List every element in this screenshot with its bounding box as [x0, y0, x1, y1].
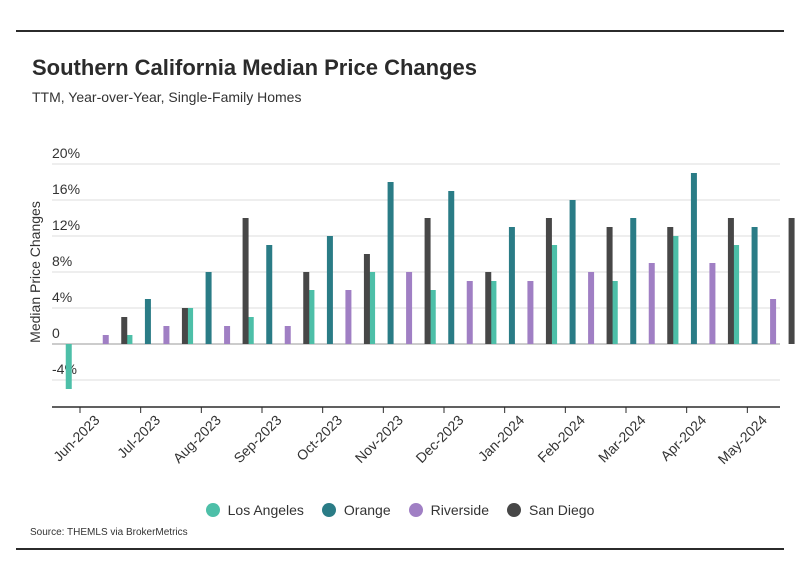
legend-item: Orange	[321, 502, 391, 518]
bar	[163, 326, 170, 344]
chart-subtitle: TTM, Year-over-Year, Single-Family Homes	[32, 89, 302, 105]
y-tick-label: 12%	[52, 217, 80, 233]
legend-item: San Diego	[506, 502, 595, 518]
bar	[709, 263, 716, 344]
legend-item: Los Angeles	[205, 502, 304, 518]
x-tick-label: Jun-2023	[50, 412, 103, 465]
legend: Los Angeles Orange Riverside San Diego	[0, 502, 800, 518]
y-tick-label: 0	[52, 325, 60, 341]
bar	[588, 272, 595, 344]
bar	[485, 272, 492, 344]
bar	[187, 308, 194, 344]
bar	[448, 191, 455, 344]
bar	[266, 245, 273, 344]
bar	[387, 182, 394, 344]
x-tick-label: Dec-2023	[412, 412, 466, 466]
x-tick-label: Oct-2023	[293, 412, 345, 464]
bar	[727, 218, 734, 344]
bar	[672, 236, 679, 344]
legend-swatch	[408, 503, 423, 517]
legend-label: San Diego	[528, 502, 595, 518]
legend-swatch	[506, 503, 521, 517]
bar	[490, 281, 497, 344]
gridlines	[52, 163, 780, 381]
bar	[770, 299, 777, 344]
bar	[690, 173, 697, 344]
bar	[242, 218, 249, 344]
y-tick-label: 8%	[52, 253, 72, 269]
bar	[369, 272, 376, 344]
bar	[606, 227, 613, 344]
bars	[65, 173, 795, 389]
x-tick-label: May-2024	[715, 412, 770, 467]
y-tick-label: 16%	[52, 181, 80, 197]
bar	[181, 308, 188, 344]
y-tick-label: 4%	[52, 289, 72, 305]
bar	[508, 227, 515, 344]
bar	[247, 317, 254, 344]
chart-frame	[16, 30, 784, 550]
x-tick-label: Jul-2023	[114, 412, 163, 461]
bar	[751, 227, 758, 344]
bar	[363, 254, 370, 344]
source-note: Source: THEMLS via BrokerMetrics	[30, 527, 188, 538]
bar	[667, 227, 674, 344]
bar	[326, 236, 333, 344]
x-tick-label: Jan-2024	[475, 412, 528, 465]
bar	[121, 317, 128, 344]
legend-label: Los Angeles	[227, 502, 304, 518]
bar	[102, 335, 109, 344]
bar	[284, 326, 291, 344]
bar	[466, 281, 473, 344]
x-tick-label: Feb-2024	[534, 412, 588, 466]
x-tick-label: Sep-2023	[230, 412, 284, 466]
bar	[648, 263, 655, 344]
legend-label: Riverside	[430, 502, 489, 518]
bar	[406, 272, 413, 344]
legend-item: Riverside	[408, 502, 489, 518]
x-tick-label: Aug-2023	[170, 412, 224, 466]
bar	[224, 326, 231, 344]
bar-chart: -4% 0 4% 8% 12% 16% 20% Jun-2023 Jul-2023 Aug-20…	[27, 145, 795, 467]
bar	[611, 281, 618, 344]
bar	[733, 245, 740, 344]
bar	[308, 290, 315, 344]
x-axis: Jun-2023 Jul-2023 Aug-2023 Sep-2023 Oct-2023…	[50, 406, 780, 467]
bar	[424, 218, 431, 344]
chart-title: Southern California Median Price Changes	[32, 55, 477, 80]
x-tick-label: Nov-2023	[352, 412, 406, 466]
legend-swatch	[321, 503, 336, 517]
bar	[569, 200, 576, 344]
bar	[527, 281, 534, 344]
bar	[205, 272, 212, 344]
y-tick-label: -4%	[52, 361, 77, 377]
bar	[303, 272, 310, 344]
x-tick-label: Mar-2024	[595, 412, 649, 466]
bar	[551, 245, 558, 344]
bar	[345, 290, 352, 344]
bar	[545, 218, 552, 344]
bar	[429, 290, 436, 344]
y-axis-title: Median Price Changes	[27, 201, 43, 343]
x-tick-label: Apr-2024	[657, 412, 709, 464]
bar	[788, 218, 795, 344]
y-tick-label: 20%	[52, 145, 80, 161]
bar	[126, 335, 133, 344]
legend-swatch	[205, 503, 220, 517]
bar	[630, 218, 637, 344]
legend-label: Orange	[343, 502, 391, 518]
bar	[65, 344, 72, 389]
y-tick-labels: -4% 0 4% 8% 12% 16% 20%	[52, 145, 80, 377]
bar	[144, 299, 151, 344]
